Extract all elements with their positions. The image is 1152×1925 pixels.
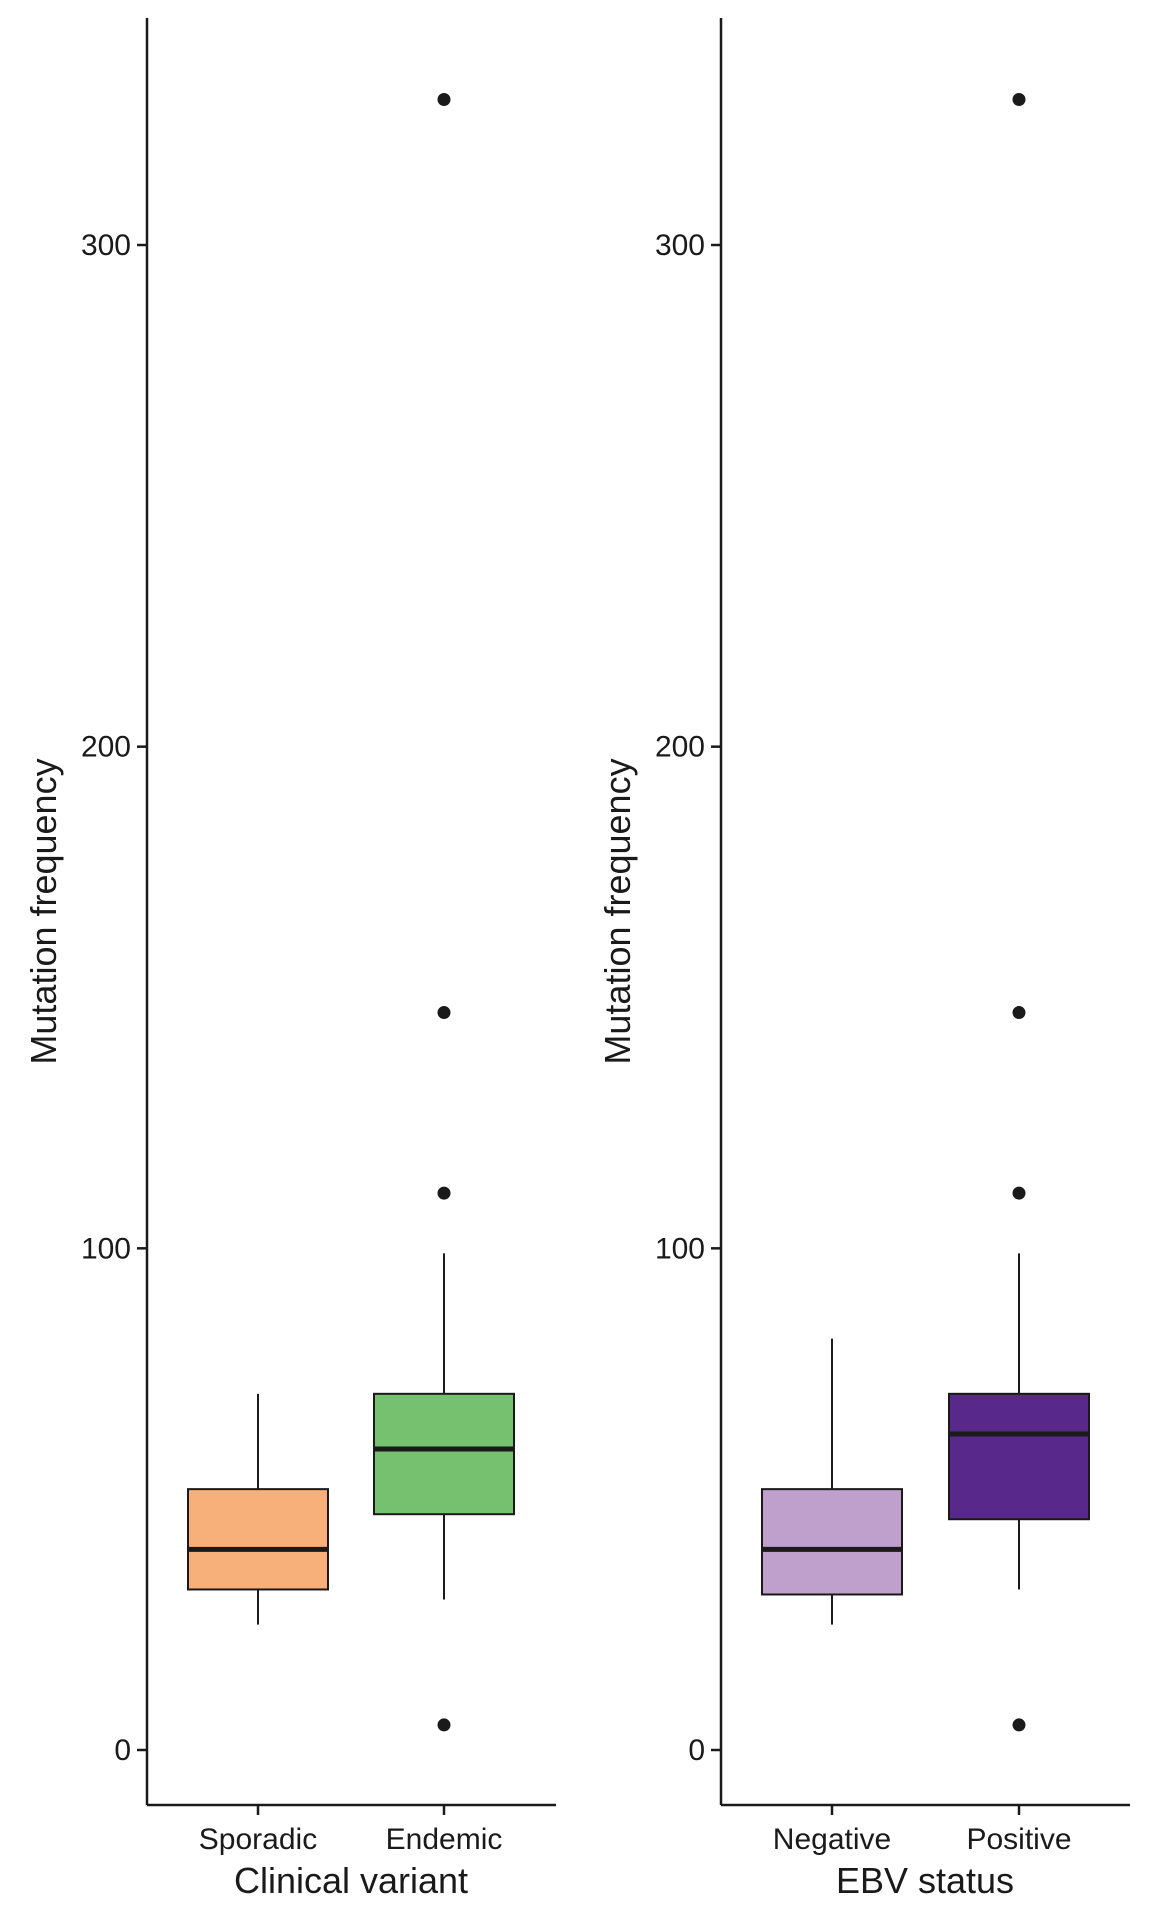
y-tick-label: 300 xyxy=(655,229,705,262)
outlier-point xyxy=(437,93,451,107)
y-tick-label: 200 xyxy=(655,731,705,764)
outlier-point xyxy=(437,1186,451,1200)
y-axis-title: Mutation frequency xyxy=(23,758,64,1064)
outlier-point xyxy=(1012,93,1026,107)
box-endemic xyxy=(373,93,515,1732)
box-negative xyxy=(761,1338,903,1625)
x-axis-title: EBV status xyxy=(836,1860,1014,1901)
y-tick-label: 100 xyxy=(81,1232,131,1265)
box-iqr xyxy=(948,1392,1090,1521)
x-tick-label: Endemic xyxy=(386,1823,503,1856)
y-tick-label: 0 xyxy=(114,1734,131,1767)
y-tick-label: 300 xyxy=(81,229,131,262)
x-tick-label: Positive xyxy=(966,1823,1071,1856)
outlier-point xyxy=(1012,1006,1026,1020)
x-tick-label: Sporadic xyxy=(199,1823,317,1856)
panel-2: 0 100 200 300 Mutation frequency Negative Posi… xyxy=(597,18,1130,1901)
outlier-point xyxy=(1012,1718,1026,1732)
y-tick-label: 0 xyxy=(688,1734,705,1767)
x-tick-label: Negative xyxy=(773,1823,891,1856)
outlier-point xyxy=(437,1006,451,1020)
x-axis-title: Clinical variant xyxy=(234,1860,468,1901)
box-iqr xyxy=(761,1488,903,1596)
box-iqr xyxy=(373,1392,515,1516)
box-iqr xyxy=(187,1488,329,1591)
y-tick-label: 100 xyxy=(655,1232,705,1265)
box-positive xyxy=(948,93,1090,1732)
outlier-point xyxy=(1012,1186,1026,1200)
outlier-point xyxy=(437,1718,451,1732)
box-sporadic xyxy=(187,1393,329,1625)
y-tick-label: 200 xyxy=(81,731,131,764)
panel-1: 0 100 200 300 Mutation frequency Sporadic Ende… xyxy=(23,18,556,1901)
y-axis-title: Mutation frequency xyxy=(597,758,638,1064)
